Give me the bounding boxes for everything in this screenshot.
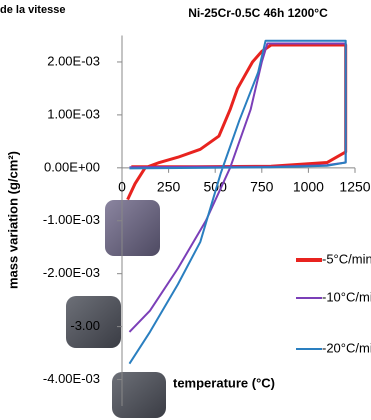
sample-photo (112, 372, 166, 418)
y-tick-label: -2.00E-03 (43, 265, 100, 280)
cropped-title: de la vitesse (0, 4, 65, 16)
y-tick-label: -4.00E-03 (43, 371, 100, 386)
sample-photo (105, 200, 160, 256)
x-tick-label: 1000 (293, 179, 324, 195)
y-tick-label: 2.00E-03 (47, 53, 100, 68)
x-tick-label: 500 (204, 179, 228, 195)
y-tick-label: -3.00 (70, 318, 100, 333)
series-line (128, 39, 347, 365)
y-axis-title: mass variation (g/cm²) (5, 151, 20, 289)
y-tick-label: 0.00E+00 (44, 159, 100, 174)
x-tick-label: 0 (118, 179, 126, 195)
y-tick-label: -1.00E-03 (43, 212, 100, 227)
chart-title: Ni-25Cr-0.5C 46h 1200°C (188, 6, 328, 20)
x-tick-label: 750 (250, 179, 274, 195)
sample-photo (66, 296, 121, 348)
x-axis-title: temperature (°C) (173, 375, 275, 390)
legend-label: -5°C/min (322, 251, 371, 266)
x-tick-label: 250 (157, 179, 181, 195)
y-tick-label: 1.00E-03 (47, 106, 100, 121)
series-line (126, 43, 348, 201)
x-tick-label: 1250 (339, 179, 370, 195)
legend-label: -10°C/min (322, 289, 371, 304)
legend-label: -20°C/min (322, 340, 371, 355)
